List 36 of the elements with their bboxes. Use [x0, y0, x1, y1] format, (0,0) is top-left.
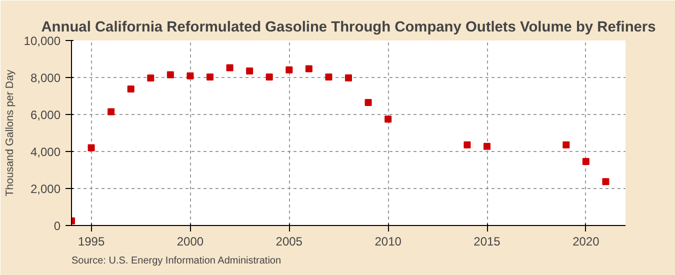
point [364, 98, 372, 106]
point [266, 73, 273, 80]
point [166, 71, 174, 78]
y-tick-label: 2,000 [30, 182, 61, 196]
x-tick-label: 1995 [78, 234, 105, 248]
x-tick-label: 2015 [474, 234, 501, 248]
point [562, 141, 570, 148]
y-tick-label: 4,000 [30, 145, 61, 159]
point [127, 85, 134, 92]
point [384, 116, 392, 123]
point [226, 64, 234, 72]
point [602, 178, 610, 186]
point [147, 74, 154, 82]
point [246, 68, 254, 75]
point [464, 141, 471, 148]
chart-title: Annual California Reformulated Gasoline Through Company Outlets Volume by Refiners [41, 20, 656, 36]
x-tick-label: 2020 [572, 234, 600, 248]
x-tick-label: 2005 [276, 234, 303, 248]
y-tick-label: 10,000 [24, 34, 61, 48]
x-tick-label: 2010 [374, 234, 402, 248]
point [286, 66, 293, 74]
point [345, 74, 352, 82]
point [88, 144, 95, 152]
y-tick-label: 8,000 [30, 71, 61, 85]
point [325, 73, 332, 80]
y-tick-label: 0 [54, 219, 61, 233]
point [186, 72, 194, 80]
point [305, 65, 312, 72]
y-tick-label: 6,000 [30, 108, 61, 122]
point [108, 108, 115, 116]
y-axis-title: Thousand Gallons per Day [4, 68, 16, 196]
point [484, 142, 490, 150]
x-tick-label: 2000 [176, 234, 204, 248]
point [206, 73, 214, 80]
source-note: Source: U.S. Energy Information Administration [72, 256, 282, 266]
point [582, 158, 590, 165]
